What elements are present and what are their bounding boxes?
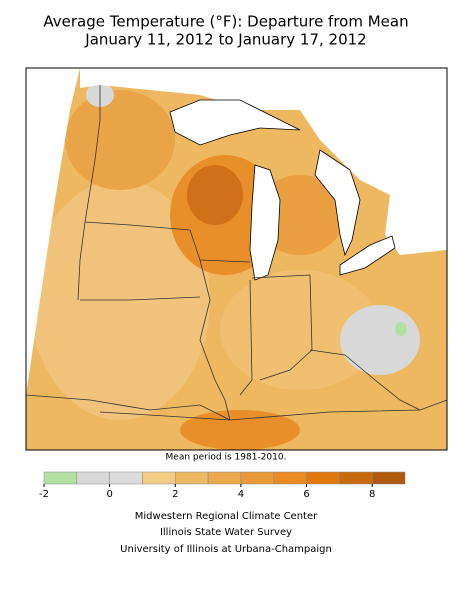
state-line (77, 85, 101, 301)
colorbar-tick-label: 2 (172, 489, 178, 500)
state-line (251, 274, 311, 279)
colorbar-bin (339, 471, 373, 485)
colorbar-bin (76, 471, 110, 485)
map-outside (80, 68, 447, 255)
state-line (239, 279, 253, 396)
title-line: Average Temperature (°F): Departure from… (43, 13, 408, 31)
lake-superior (169, 99, 301, 146)
colorbar-tick-label: 8 (369, 489, 375, 500)
state-line (259, 274, 313, 381)
map-shade (187, 165, 243, 225)
lake-huron (314, 149, 361, 257)
state-line (309, 349, 421, 411)
state-line (99, 399, 448, 421)
lake-erie (339, 235, 396, 276)
map-shade (395, 322, 407, 336)
footer-line: Illinois State Water Survey (160, 527, 292, 538)
state-line (80, 296, 201, 301)
colorbar-tick-label: 0 (106, 489, 112, 500)
note: Mean period is 1981-2010. (166, 453, 287, 463)
colorbar-bin (109, 471, 143, 485)
colorbar-bin (142, 471, 176, 485)
colorbar: -2 0 2 4 6 8 (39, 471, 406, 500)
colorbar-bin (306, 471, 340, 485)
colorbar-tick-label: 6 (303, 489, 309, 500)
colorbar-tick-label: 4 (238, 489, 244, 500)
map-frame (25, 67, 448, 451)
title-line: January 11, 2012 to January 17, 2012 (84, 31, 366, 49)
map-shade (180, 410, 300, 450)
colorbar-bin (43, 471, 78, 485)
map-shade (220, 270, 380, 390)
colorbar-bin (175, 471, 209, 485)
colorbar-bin (207, 471, 242, 485)
map-shade (65, 90, 175, 190)
map (25, 67, 448, 451)
colorbar-bin (273, 471, 307, 485)
lake-michigan (249, 164, 281, 281)
state-line (25, 394, 231, 421)
map-shade (340, 305, 420, 375)
colorbar-tick-label: -2 (39, 489, 49, 500)
state-line (199, 259, 231, 421)
colorbar-bin (371, 471, 406, 485)
map-outside (26, 68, 80, 395)
footer-line: Midwestern Regional Climate Center (135, 511, 318, 522)
colorbar-bin (240, 471, 274, 485)
state-line (84, 221, 191, 231)
footer-line: University of Illinois at Urbana-Champai… (120, 544, 332, 555)
